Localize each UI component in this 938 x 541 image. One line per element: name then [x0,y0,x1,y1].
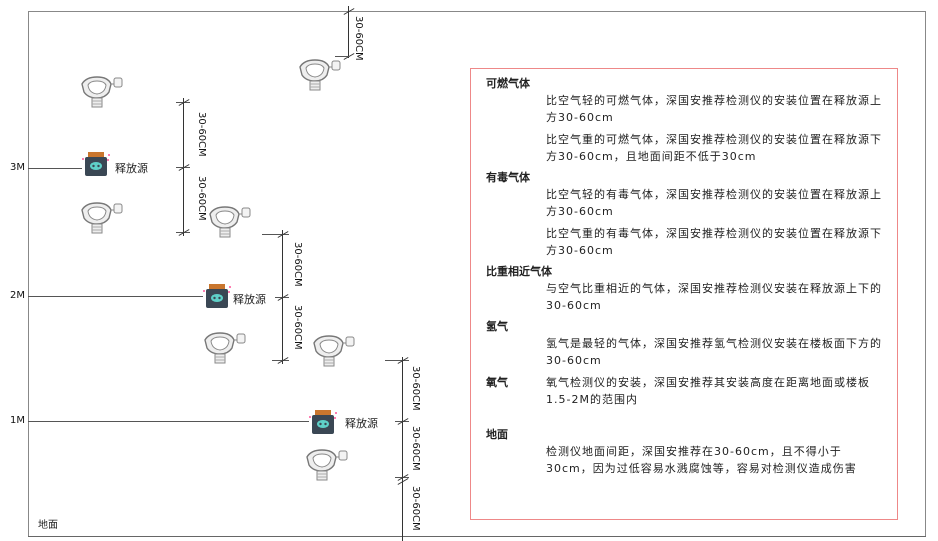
section-toxic: 有毒气体 比空气轻的有毒气体，深国安推荐检测仪的安装位置在释放源上方30-60c… [486,170,887,259]
section-hydrogen: 氢气 氢气是最轻的气体，深国安推荐氢气检测仪安装在楼板面下方的30-60cm [486,319,887,369]
section-title: 有毒气体 [486,171,530,184]
section-title: 比重相近气体 [486,265,552,278]
level-2m-label: 2M [10,290,25,301]
release-source-icon [82,151,110,181]
section-floor: 地面 检测仪地面间距，深国安推荐在30-60cm，且不得小于30cm，因为过低容… [486,427,887,477]
section-title: 地面 [486,428,508,441]
section-oxygen: 氧气 氧气检测仪的安装，深国安推荐其安装高度在距离地面或楼板1.5-2M的范围内 [486,374,887,413]
section-paragraph: 氧气检测仪的安装，深国安推荐其安装高度在距离地面或楼板1.5-2M的范围内 [546,376,870,406]
dimension-label: 30-60CM [196,176,207,221]
release-source-icon [309,409,337,439]
section-paragraph: 与空气比重相近的气体，深国安推荐检测仪安装在释放源上下的30-60cm [546,282,882,312]
gas-detector-icon [201,330,247,368]
section-paragraph: 比空气轻的有毒气体，深国安推荐检测仪的安装位置在释放源上方30-60cm [546,188,882,218]
section-paragraph: 比空气轻的可燃气体，深国安推荐检测仪的安装位置在释放源上方30-60cm [546,94,882,124]
installation-guidelines-panel: 可燃气体 比空气轻的可燃气体，深国安推荐检测仪的安装位置在释放源上方30-60c… [470,68,898,520]
level-1m-label: 1M [10,415,25,426]
right-wall-line [925,11,926,536]
floor-label: 地面 [38,520,58,531]
release-source-label: 释放源 [233,293,266,306]
gas-detector-icon [310,333,356,371]
dimension-line [348,6,349,58]
gas-detector-icon [296,57,342,95]
floor-line [28,536,926,537]
section-paragraph: 比空气重的可燃气体，深国安推荐检测仪的安装位置在释放源下方30-60cm，且地面… [546,133,882,163]
level-3m-label: 3M [10,162,25,173]
gas-detector-icon [206,204,252,242]
level-2m-line [28,296,203,297]
release-source-label: 释放源 [115,162,148,175]
dimension-label: 30-60CM [410,486,421,531]
dimension-label: 30-60CM [353,16,364,61]
section-title: 可燃气体 [486,77,530,90]
gas-detector-icon [78,200,124,238]
dimension-line [402,357,403,541]
level-1m-line [28,421,309,422]
section-similar-density: 比重相近气体 与空气比重相近的气体，深国安推荐检测仪安装在释放源上下的30-60… [486,264,887,314]
section-combustible: 可燃气体 比空气轻的可燃气体，深国安推荐检测仪的安装位置在释放源上方30-60c… [486,76,887,165]
dimension-label: 30-60CM [292,305,303,350]
section-title: 氧气 [486,376,508,389]
ceiling-line [28,11,926,12]
gas-detector-icon [78,74,124,112]
section-title: 氢气 [486,320,508,333]
dimension-label: 30-60CM [410,426,421,471]
level-3m-line [28,168,82,169]
release-source-label: 释放源 [345,417,378,430]
release-source-icon [203,283,231,313]
section-paragraph: 比空气重的有毒气体，深国安推荐检测仪的安装位置在释放源下方30-60cm [546,227,882,257]
dimension-label: 30-60CM [292,242,303,287]
dimension-label: 30-60CM [196,112,207,157]
left-wall-line [28,11,29,536]
section-paragraph: 检测仪地面间距，深国安推荐在30-60cm，且不得小于30cm，因为过低容易水溅… [546,445,857,475]
section-paragraph: 氢气是最轻的气体，深国安推荐氢气检测仪安装在楼板面下方的30-60cm [546,337,882,367]
dimension-label: 30-60CM [410,366,421,411]
gas-detector-icon [303,447,349,485]
